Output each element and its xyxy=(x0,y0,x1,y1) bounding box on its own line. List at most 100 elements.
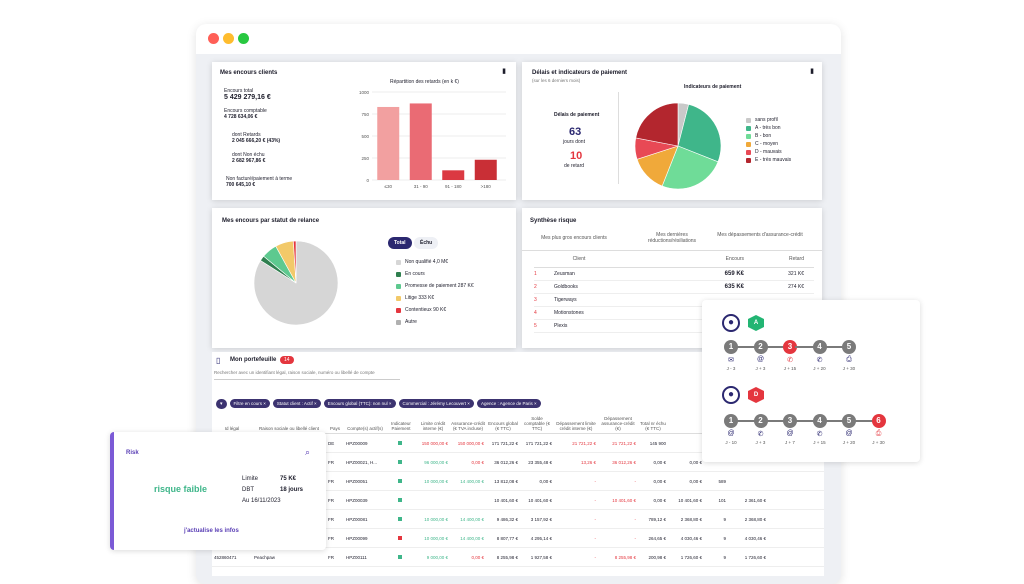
step-label: J + 20 xyxy=(842,440,856,445)
table-row[interactable]: 5 Plexis xyxy=(534,320,814,333)
step-number[interactable]: 3 xyxy=(783,414,797,428)
status-square-icon xyxy=(398,516,402,521)
tab-reductions[interactable]: Mes dernières réductions/résiliations xyxy=(647,232,697,244)
phone-icon: ✆ xyxy=(816,357,823,364)
column-header[interactable]: Solde comptable (€ TTC) xyxy=(523,416,550,431)
dbt-label: DBT xyxy=(242,487,254,493)
user-icon: ● xyxy=(722,386,740,404)
legend-item: A - très bon xyxy=(746,124,791,132)
maximize-dot[interactable] xyxy=(238,33,249,44)
search-icon[interactable]: ⌕ xyxy=(304,447,310,457)
close-icon[interactable]: × xyxy=(387,401,392,406)
risk-badge: A xyxy=(748,315,764,331)
close-icon[interactable]: × xyxy=(312,401,317,406)
close-dot[interactable] xyxy=(208,33,219,44)
table-cell: 10 401,60 € xyxy=(494,497,518,503)
column-header[interactable]: Assurance-crédit (€ TVA incluse) xyxy=(451,421,485,431)
chart-icon[interactable]: ▮ xyxy=(502,68,506,75)
step-number[interactable]: 3 xyxy=(783,340,797,354)
filter-chip[interactable]: Agence : Agence de Paris × xyxy=(476,399,541,408)
column-header[interactable]: Pays xyxy=(329,426,340,431)
step-number[interactable]: 5 xyxy=(842,340,856,354)
bar[interactable] xyxy=(377,106,400,180)
minimize-dot[interactable] xyxy=(223,33,234,44)
legend-label: A - très bon xyxy=(755,125,781,131)
table-cell: 0,00 € xyxy=(653,478,666,484)
chip-label: Encours global (TTC): non nul xyxy=(327,401,388,406)
column-header[interactable]: Dépassement assurance-crédit (€) xyxy=(601,416,635,431)
bar[interactable] xyxy=(474,159,497,180)
table-row[interactable]: 4 Motionstones xyxy=(534,307,814,320)
pie-slice[interactable] xyxy=(635,102,679,147)
column-header[interactable]: Id légal xyxy=(224,426,240,431)
step-label: J + 30 xyxy=(842,366,856,371)
table-row[interactable]: 452860471 Peachpaw FR HPZ00111 9 000,00 € 0,0… xyxy=(212,548,824,567)
table-cell: - xyxy=(594,535,597,541)
step-label: J + 3 xyxy=(755,440,766,445)
tab-gros-encours[interactable]: Mes plus gros encours clients xyxy=(541,235,607,241)
column-header[interactable]: Encours global (€ TTC) xyxy=(488,421,518,431)
table-row[interactable]: FR HPZ00081 10 000,00 € 14 400,00 € 9 486,32… xyxy=(212,510,824,529)
filter-chip[interactable]: Filtre en cours × xyxy=(229,399,270,408)
table-row[interactable]: FR HPZ00051 10 000,00 € 14 400,00 € 13 812,0… xyxy=(212,472,824,491)
filter-chip[interactable]: Encours global (TTC): non nul × xyxy=(323,399,396,408)
table-row[interactable]: 1 Zeusman 659 K€ 321 K€ xyxy=(534,268,814,281)
column-header[interactable]: Raison sociale ou libellé client xyxy=(258,426,320,431)
filter-chip[interactable]: Commercial : Jérémy Lecouvert × xyxy=(398,399,474,408)
filter-icon[interactable]: ▾ xyxy=(216,399,227,409)
table-cell: 0,00 € xyxy=(653,497,666,503)
chart-icon[interactable]: ▮ xyxy=(810,68,814,75)
column-header[interactable]: Indicateur Paiement xyxy=(391,421,411,431)
search-input[interactable]: Rechercher avec un identifiant légal, ra… xyxy=(214,370,400,380)
close-icon[interactable]: × xyxy=(466,401,470,406)
step-number[interactable]: 1 xyxy=(724,414,738,428)
step-number[interactable]: 1 xyxy=(724,340,738,354)
step-number[interactable]: 2 xyxy=(753,340,768,354)
step-number[interactable]: 4 xyxy=(812,340,827,354)
table-cell: 9 xyxy=(723,535,726,541)
table-row[interactable]: FR HPZ00099 10 000,00 € 14 400,00 € 8 807,77… xyxy=(212,529,824,548)
tab-echu[interactable]: Échu xyxy=(414,237,439,249)
step-number[interactable]: 5 xyxy=(842,414,856,428)
refresh-link[interactable]: j'actualise les infos xyxy=(184,528,239,534)
table-cell: 0,00 € xyxy=(471,459,484,465)
table-cell: 200,98 € xyxy=(648,554,666,560)
table-row[interactable]: 2 Goldbooks 635 K€ 274 K€ xyxy=(534,281,814,294)
limite-label: Limite xyxy=(242,476,259,482)
column-header[interactable]: Compte(s) actif(s) xyxy=(347,426,383,431)
close-icon[interactable]: × xyxy=(262,401,266,406)
filter-chip[interactable]: Statut client : Actif × xyxy=(272,399,321,408)
table-cell xyxy=(386,478,416,484)
column-header[interactable]: Limite crédit interne (€) xyxy=(420,421,446,431)
y-tick-label: 250 xyxy=(361,156,369,161)
tab-total[interactable]: Total xyxy=(388,237,412,249)
table-row[interactable]: 3 Tigerways xyxy=(534,294,814,307)
table-row[interactable]: DE HPZ00009 150 000,00 € 150 000,00 € 171 72… xyxy=(212,434,824,453)
table-row[interactable]: FR HPZ00039 10 401,60 € 10 401,60 € - 10 401,… xyxy=(212,491,824,510)
column-header[interactable]: Total nr échu (€ TTC) xyxy=(640,421,666,431)
step-connector xyxy=(736,420,756,422)
user-icon: ● xyxy=(722,314,740,332)
step-number[interactable]: 6 xyxy=(871,414,886,428)
delais-subtitle: (sur les 6 derniers mois) xyxy=(532,78,581,83)
rank: 4 xyxy=(534,310,537,316)
table-cell: 2 368,80 € xyxy=(744,516,766,522)
column-header[interactable]: Dépassement limite crédit interne (€) xyxy=(556,421,596,431)
table-row[interactable]: FR HPZ00021, H... 96 000,00 € 0,00 € 36 012,… xyxy=(212,453,824,472)
table-cell: 101 xyxy=(718,497,726,503)
x-tick-label: >180 xyxy=(481,184,492,189)
rank: 5 xyxy=(534,323,537,329)
step-number[interactable]: 4 xyxy=(812,414,827,428)
pie-slice[interactable] xyxy=(677,103,722,163)
legend-item: sans profil xyxy=(746,116,791,124)
close-icon[interactable]: × xyxy=(532,401,537,406)
pie-slice[interactable] xyxy=(293,240,297,284)
bar[interactable] xyxy=(409,103,432,180)
legend-label: Autre xyxy=(405,319,417,325)
total-value: 5 429 279,16 € xyxy=(224,94,271,101)
tab-depassements[interactable]: Mes dépassements d'assurance-crédit xyxy=(717,232,803,238)
table-cell: 21 721,22 € xyxy=(612,440,636,446)
bar[interactable] xyxy=(442,170,465,180)
pie-slice[interactable] xyxy=(661,145,719,190)
step-number[interactable]: 2 xyxy=(753,414,768,428)
